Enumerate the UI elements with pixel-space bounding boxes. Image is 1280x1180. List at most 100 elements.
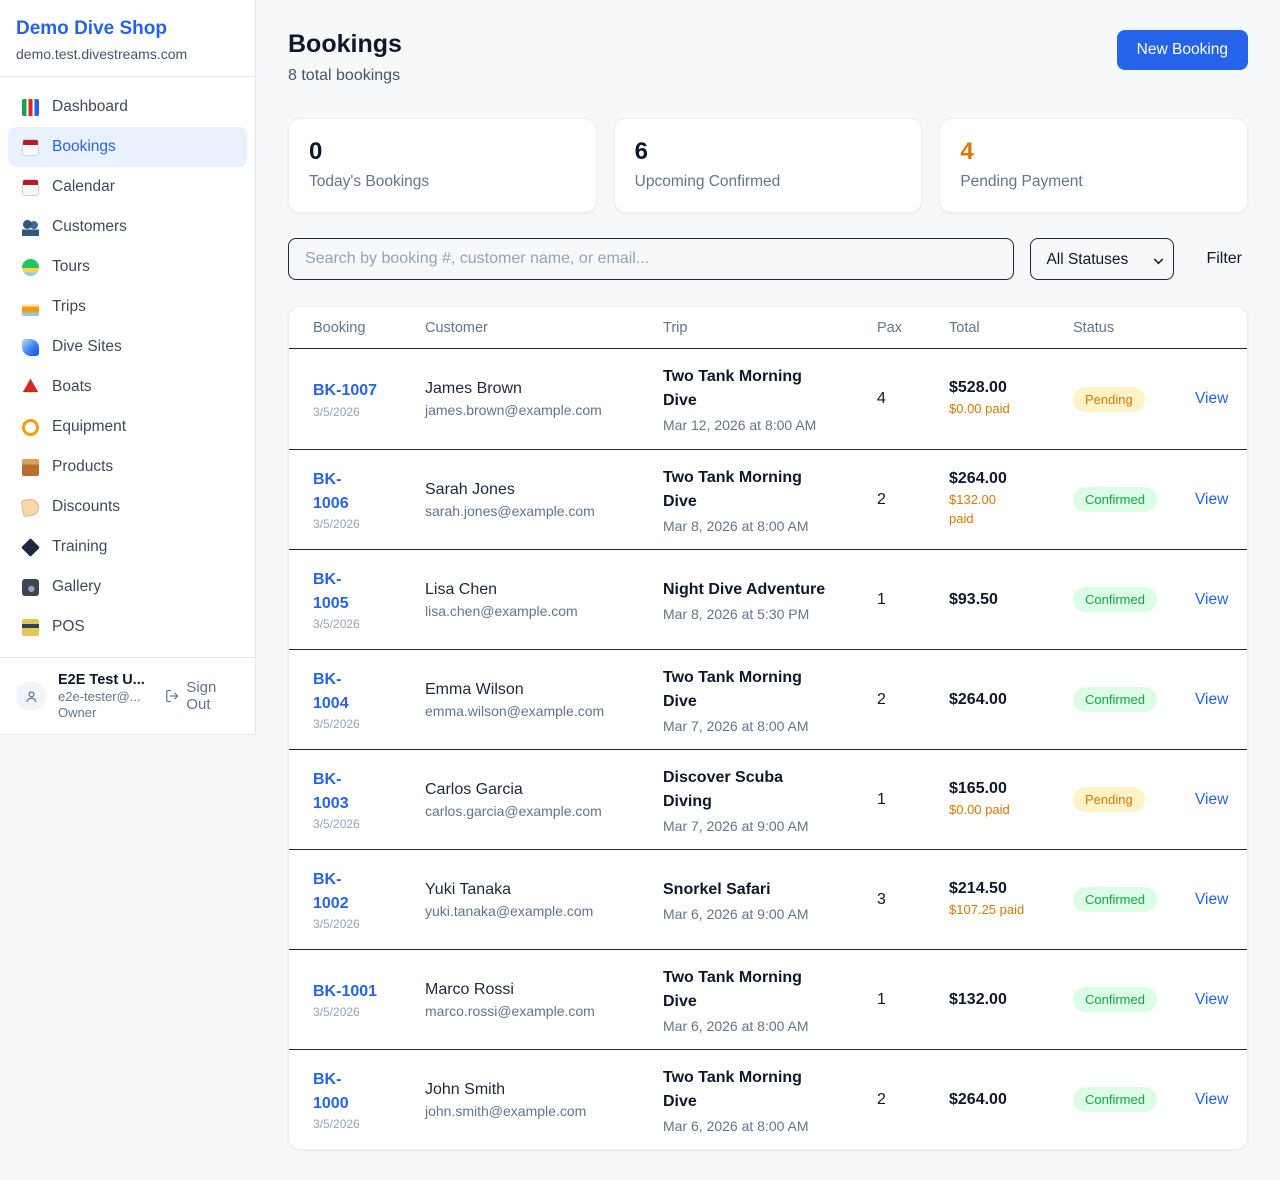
trip-name: Two Tank Morning Dive — [663, 968, 802, 1010]
sign-out-button[interactable]: Sign Out — [165, 679, 239, 713]
sidebar-item[interactable]: Gallery — [8, 567, 247, 607]
page-header: Bookings 8 total bookings New Booking — [288, 30, 1248, 85]
status-badge: Confirmed — [1073, 987, 1157, 1012]
stat-card: 6 Upcoming Confirmed — [613, 118, 923, 213]
view-link[interactable]: View — [1195, 890, 1229, 908]
user-section: E2E Test U... e2e-tester@... Owner Sign … — [0, 657, 255, 734]
sidebar-item-label: Customers — [52, 218, 127, 235]
trip-name: Night Dive Adventure — [663, 580, 826, 598]
sidebar-item[interactable]: Dive Sites — [8, 327, 247, 367]
table-row: BK- 1002 3/5/2026 Yuki Tanaka yuki.tanak… — [289, 849, 1247, 949]
sidebar-item[interactable]: Trips — [8, 287, 247, 327]
view-link[interactable]: View — [1195, 690, 1229, 708]
search-input[interactable] — [288, 238, 1015, 280]
booking-date: 3/5/2026 — [313, 516, 360, 531]
booking-id-link[interactable]: BK-1007 — [313, 382, 378, 400]
booking-id-link[interactable]: BK-1001 — [313, 982, 378, 1000]
booking-id-link[interactable]: BK- 1006 — [313, 471, 349, 512]
equipment-icon — [22, 418, 39, 436]
sidebar-item-label: Products — [52, 458, 114, 475]
booking-date: 3/5/2026 — [313, 916, 360, 931]
sidebar-item[interactable]: Tours — [8, 247, 247, 287]
bookings-count: 8 total bookings — [288, 67, 401, 84]
table-row: BK-1007 3/5/2026 James Brown james.brown… — [289, 349, 1247, 449]
sidebar-item[interactable]: Discounts — [8, 487, 247, 527]
booking-id-link[interactable]: BK- 1002 — [313, 871, 349, 912]
logout-icon — [166, 689, 179, 703]
sidebar-item[interactable]: Calendar — [8, 167, 247, 207]
paid-amount: $132.00 paid — [949, 492, 996, 526]
pax-count: 4 — [877, 390, 886, 407]
booking-id-link[interactable]: BK- 1003 — [313, 771, 349, 812]
trip-name: Two Tank Morning Dive — [663, 668, 802, 710]
trip-datetime: Mar 12, 2026 at 8:00 AM — [663, 417, 817, 433]
status-filter-select[interactable]: All Statuses — [1030, 238, 1175, 280]
stat-value: 6 — [634, 138, 649, 165]
view-link[interactable]: View — [1195, 590, 1229, 608]
page-title: Bookings — [288, 30, 402, 58]
status-badge: Confirmed — [1073, 487, 1157, 512]
pax-count: 3 — [877, 890, 886, 908]
pos-icon — [22, 618, 39, 636]
column-header-booking: Booking — [313, 319, 366, 336]
shop-domain: demo.test.divestreams.com — [16, 46, 188, 62]
sidebar-item-label: Boats — [52, 378, 92, 395]
view-link[interactable]: View — [1195, 390, 1229, 407]
tours-icon — [22, 258, 39, 276]
trip-name: Discover Scuba Diving — [663, 768, 784, 810]
pax-count: 1 — [877, 590, 886, 608]
table-header-row: Booking Customer Trip Pax Total Status — [289, 307, 1247, 349]
shop-name: Demo Dive Shop — [16, 18, 167, 39]
avatar — [16, 681, 46, 711]
customer-email: yuki.tanaka@example.com — [425, 902, 594, 919]
column-header-total: Total — [949, 319, 980, 336]
calendar-icon — [22, 178, 39, 196]
user-name: E2E Test U... — [58, 672, 145, 688]
sidebar: Demo Dive Shop demo.test.divestreams.com… — [0, 0, 256, 735]
booking-id-link[interactable]: BK- 1005 — [313, 571, 349, 612]
table-row: BK- 1004 3/5/2026 Emma Wilson emma.wilso… — [289, 649, 1247, 749]
sidebar-item[interactable]: POS — [8, 607, 247, 647]
customer-email: john.smith@example.com — [425, 1102, 587, 1119]
filter-button[interactable]: Filter — [1206, 250, 1242, 267]
booking-id-link[interactable]: BK- 1000 — [313, 1071, 349, 1112]
bookings-table: Booking Customer Trip Pax Total Status B… — [288, 306, 1248, 1150]
customers-icon — [22, 218, 39, 236]
sidebar-item[interactable]: Boats — [8, 367, 247, 407]
sidebar-item[interactable]: Training — [8, 527, 247, 567]
user-email: e2e-tester@... — [58, 689, 141, 704]
new-booking-button[interactable]: New Booking — [1116, 30, 1248, 70]
table-row: BK- 1005 3/5/2026 Lisa Chen lisa.chen@ex… — [289, 549, 1247, 649]
stat-card: 4 Pending Payment — [939, 118, 1248, 213]
trip-datetime: Mar 6, 2026 at 8:00 AM — [663, 1117, 809, 1134]
booking-date: 3/5/2026 — [313, 1005, 360, 1020]
trip-datetime: Mar 7, 2026 at 9:00 AM — [663, 817, 809, 834]
status-badge: Confirmed — [1073, 887, 1157, 912]
table-row: BK-1001 3/5/2026 Marco Rossi marco.rossi… — [289, 949, 1247, 1049]
status-badge: Pending — [1073, 787, 1145, 812]
sidebar-item[interactable]: Customers — [8, 207, 247, 247]
sidebar-item-label: Training — [52, 538, 108, 555]
view-link[interactable]: View — [1195, 490, 1229, 508]
sidebar-item[interactable]: Dashboard — [8, 87, 247, 127]
stats-row: 0 Today's Bookings 6 Upcoming Confirmed … — [288, 118, 1248, 213]
column-header-trip: Trip — [663, 319, 688, 336]
stat-value: 0 — [309, 138, 323, 165]
view-link[interactable]: View — [1195, 790, 1229, 808]
sidebar-item[interactable]: Bookings — [8, 127, 247, 167]
sidebar-item[interactable]: Products — [8, 447, 247, 487]
sign-out-label: Sign Out — [186, 679, 217, 713]
customer-email: sarah.jones@example.com — [425, 502, 595, 519]
stat-label: Pending Payment — [960, 173, 1083, 190]
view-link[interactable]: View — [1195, 990, 1229, 1008]
sidebar-item-label: Dashboard — [52, 98, 128, 115]
sidebar-item-label: Discounts — [52, 498, 121, 515]
trip-name: Two Tank Morning Dive — [663, 1068, 802, 1110]
training-icon — [21, 537, 40, 557]
sidebar-item[interactable]: Equipment — [8, 407, 247, 447]
table-row: BK- 1006 3/5/2026 Sarah Jones sarah.jone… — [289, 449, 1247, 549]
view-link[interactable]: View — [1195, 1090, 1229, 1108]
booking-id-link[interactable]: BK- 1004 — [313, 671, 349, 712]
trip-datetime: Mar 6, 2026 at 8:00 AM — [663, 1017, 809, 1034]
products-icon — [22, 458, 39, 476]
